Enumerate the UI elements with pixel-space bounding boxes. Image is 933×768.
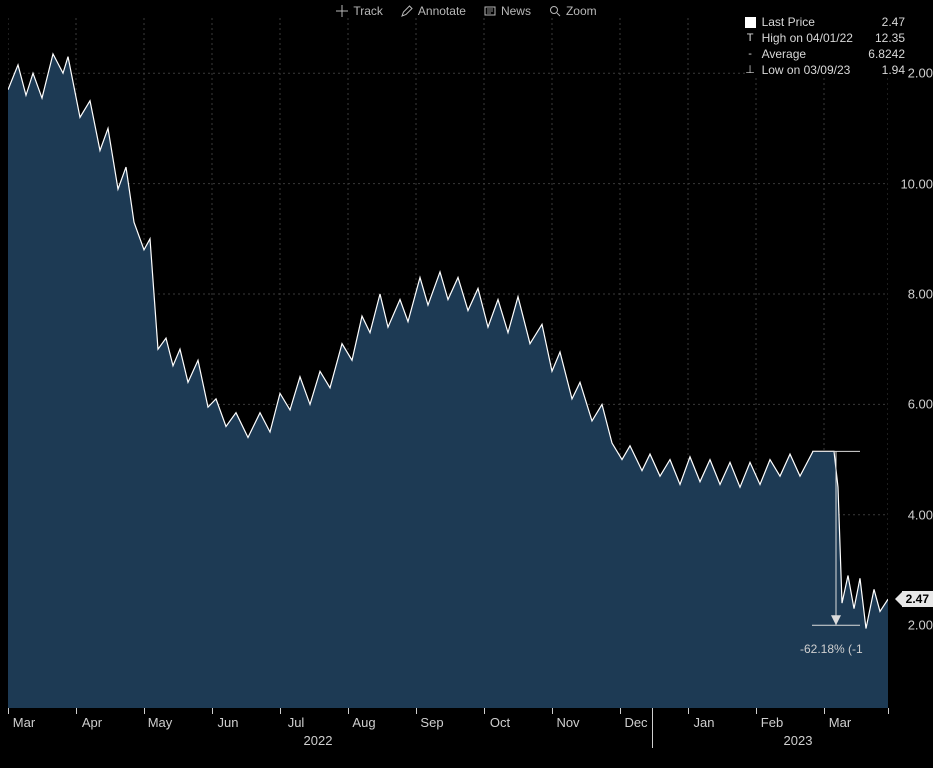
legend-high-value: 12.35 xyxy=(859,30,905,46)
x-tick-mark xyxy=(552,708,553,714)
y-tick-label: 8.00 xyxy=(904,287,933,302)
legend-avg-label: Average xyxy=(762,46,806,62)
legend-last-price-label: Last Price xyxy=(762,14,815,30)
price-chart xyxy=(8,18,888,708)
y-tick-label: 6.00 xyxy=(904,397,933,412)
x-tick-label: Mar xyxy=(829,715,851,730)
x-year-label: 2023 xyxy=(784,733,813,748)
x-tick-mark xyxy=(280,708,281,714)
zoom-label: Zoom xyxy=(566,4,597,18)
legend-box: Last Price 2.47 T High on 04/01/22 12.35… xyxy=(745,14,908,78)
x-tick-label: Mar xyxy=(13,715,35,730)
zoom-button[interactable]: Zoom xyxy=(549,4,597,18)
x-tick-mark xyxy=(212,708,213,714)
x-year-divider xyxy=(652,708,653,748)
x-tick-label: Aug xyxy=(352,715,375,730)
annotate-button[interactable]: Annotate xyxy=(401,4,466,18)
y-tick-label: 2.00 xyxy=(904,618,933,633)
legend-avg: - Average 6.8242 xyxy=(745,46,905,62)
x-tick-label: Jan xyxy=(694,715,715,730)
legend-low-value: 1.94 xyxy=(866,62,905,78)
y-tick-label: 4.00 xyxy=(904,507,933,522)
y-tick-label: 10.00 xyxy=(896,176,933,191)
avg-marker-icon: - xyxy=(745,49,756,60)
last-price-tag: 2.47 xyxy=(902,591,933,607)
track-label: Track xyxy=(353,4,383,18)
chart-area[interactable] xyxy=(8,18,888,708)
x-tick-label: Nov xyxy=(556,715,579,730)
pencil-icon xyxy=(401,5,413,17)
y-axis: 2.004.006.008.0010.0012.002.47 xyxy=(891,18,933,708)
x-tick-label: Jul xyxy=(288,715,305,730)
legend-low-label: Low on 03/09/23 xyxy=(762,62,851,78)
legend-swatch-icon xyxy=(745,17,756,28)
x-tick-label: Sep xyxy=(420,715,443,730)
x-tick-label: Apr xyxy=(82,715,102,730)
zoom-icon xyxy=(549,5,561,17)
annotate-label: Annotate xyxy=(418,4,466,18)
news-button[interactable]: News xyxy=(484,4,531,18)
x-tick-mark xyxy=(688,708,689,714)
x-tick-mark xyxy=(888,708,889,714)
legend-avg-value: 6.8242 xyxy=(852,46,905,62)
x-tick-mark xyxy=(756,708,757,714)
x-tick-label: Feb xyxy=(761,715,783,730)
x-tick-mark xyxy=(416,708,417,714)
legend-last-price: Last Price 2.47 xyxy=(745,14,905,30)
x-year-label: 2022 xyxy=(304,733,333,748)
x-tick-label: Dec xyxy=(624,715,647,730)
track-button[interactable]: Track xyxy=(336,4,383,18)
x-tick-label: May xyxy=(148,715,173,730)
x-tick-mark xyxy=(144,708,145,714)
legend-high-label: High on 04/01/22 xyxy=(762,30,853,46)
x-tick-mark xyxy=(8,708,9,714)
low-marker-icon: ⊥ xyxy=(745,65,756,76)
x-tick-label: Oct xyxy=(490,715,510,730)
x-tick-mark xyxy=(620,708,621,714)
news-icon xyxy=(484,5,496,17)
legend-low: ⊥ Low on 03/09/23 1.94 xyxy=(745,62,905,78)
x-tick-mark xyxy=(824,708,825,714)
legend-last-price-value: 2.47 xyxy=(866,14,905,30)
high-marker-icon: T xyxy=(745,33,756,44)
x-axis: Mar Apr May Jun Jul Aug Sep Oct Nov Dec Jan Feb Mar 2… xyxy=(8,708,888,768)
x-tick-mark xyxy=(484,708,485,714)
x-tick-mark xyxy=(348,708,349,714)
legend-high: T High on 04/01/22 12.35 xyxy=(745,30,905,46)
x-tick-label: Jun xyxy=(218,715,239,730)
crosshair-icon xyxy=(336,5,348,17)
pct-change-annotation: -62.18% (-1 xyxy=(800,642,863,656)
x-tick-mark xyxy=(76,708,77,714)
news-label: News xyxy=(501,4,531,18)
